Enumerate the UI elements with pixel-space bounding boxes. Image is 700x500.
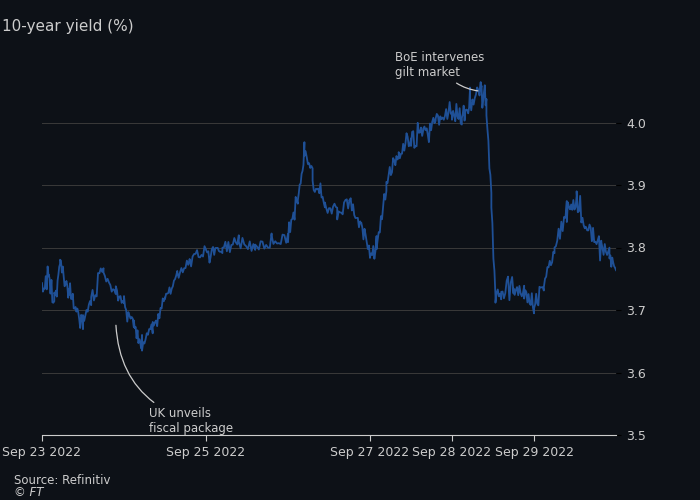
Text: Source: Refinitiv: Source: Refinitiv <box>14 474 111 488</box>
Text: © FT: © FT <box>14 486 43 498</box>
Text: BoE intervenes
gilt market: BoE intervenes gilt market <box>395 51 484 91</box>
Text: UK unveils
fiscal package: UK unveils fiscal package <box>116 326 232 435</box>
Text: 10-year yield (%): 10-year yield (%) <box>2 18 134 34</box>
